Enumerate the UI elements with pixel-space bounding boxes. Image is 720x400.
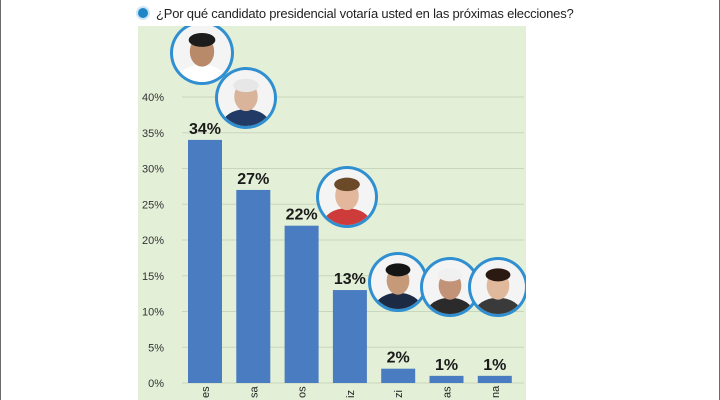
y-tick-label: 40%: [142, 92, 164, 104]
category-label-1: es: [200, 386, 212, 398]
candidate-photo-3: [316, 166, 378, 228]
category-label-4: iz: [345, 390, 357, 398]
value-label-7: 1%: [483, 357, 506, 374]
chart-header: ¿Por qué candidato presidencial votaría …: [138, 2, 574, 24]
y-tick-label: 20%: [142, 235, 164, 247]
value-label-2: 27%: [237, 171, 269, 188]
question-title: ¿Por qué candidato presidencial votaría …: [156, 5, 574, 21]
y-tick-label: 25%: [142, 199, 164, 211]
category-label-2: sa: [248, 386, 260, 399]
y-tick-label: 30%: [142, 164, 164, 176]
value-label-6: 1%: [435, 357, 458, 374]
candidate-photo-2: [215, 67, 277, 129]
bar-chart: 0% 5% 10% 15% 20% 25% 30% 35% 40% 34% 27% 22% 13% 2%…: [142, 26, 526, 399]
value-label-4: 13%: [334, 271, 366, 288]
value-label-1: 34%: [189, 121, 221, 138]
category-label-6: as: [442, 386, 454, 398]
value-label-5: 2%: [387, 350, 410, 367]
candidate-photo-4: [368, 252, 428, 312]
bar-7: [477, 375, 512, 383]
frame-left-line: [0, 0, 1, 400]
bar-3: [284, 225, 319, 383]
value-label-3: 22%: [286, 207, 318, 224]
bar-5: [381, 368, 416, 383]
y-tick-label: 15%: [142, 271, 164, 283]
category-label-3: os: [297, 386, 309, 398]
candidate-photo-5: [420, 257, 480, 317]
bar-4: [332, 290, 367, 383]
bullet-icon: [138, 8, 148, 18]
bar-2: [236, 189, 271, 383]
bar-6: [429, 375, 464, 383]
y-tick-label: 10%: [142, 307, 164, 319]
y-tick-label: 5%: [148, 342, 164, 354]
candidate-photo-1: [170, 26, 234, 85]
category-label-7: na: [490, 385, 502, 398]
category-label-5: zi: [393, 390, 405, 398]
y-tick-label: 35%: [142, 128, 164, 140]
bar-1: [188, 139, 222, 383]
y-tick-label: 0%: [148, 378, 164, 390]
candidate-photo-6: [468, 257, 526, 317]
